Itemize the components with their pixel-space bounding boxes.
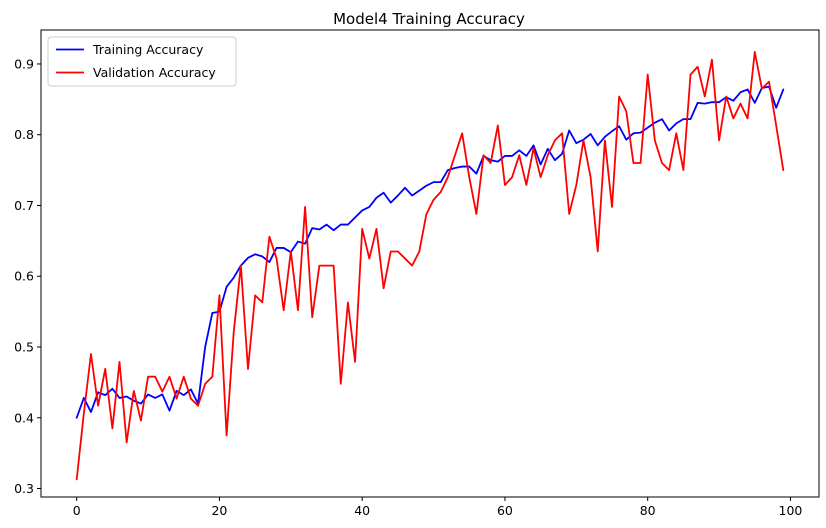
validation-accuracy-line <box>75 51 785 481</box>
chart-title: Model4 Training Accuracy <box>333 10 525 28</box>
legend: Training Accuracy Validation Accuracy <box>47 36 237 87</box>
y-tick-label: 0.7 <box>14 198 34 213</box>
training-accuracy-line <box>75 85 785 419</box>
x-tick-label: 20 <box>211 503 227 518</box>
x-tick-label: 80 <box>640 503 656 518</box>
legend-box <box>47 36 237 87</box>
legend-label-training: Training Accuracy <box>92 42 204 57</box>
y-tick-label: 0.6 <box>14 269 34 284</box>
x-tick-label: 100 <box>779 503 803 518</box>
y-tick-label: 0.3 <box>14 481 34 496</box>
x-tick-label: 60 <box>497 503 513 518</box>
legend-label-validation: Validation Accuracy <box>93 65 216 80</box>
y-tick-label: 0.9 <box>14 56 34 71</box>
plot-area <box>41 30 819 497</box>
series-layer <box>75 51 785 481</box>
x-axis: 0 20 40 60 80 100 <box>73 497 803 518</box>
y-tick-label: 0.4 <box>14 410 34 425</box>
y-axis: 0.3 0.4 0.5 0.6 0.7 0.8 0.9 <box>14 56 41 496</box>
x-tick-label: 0 <box>73 503 81 518</box>
y-tick-label: 0.8 <box>14 127 34 142</box>
x-tick-label: 40 <box>354 503 370 518</box>
y-tick-label: 0.5 <box>14 339 34 354</box>
plot-frame <box>40 29 820 498</box>
